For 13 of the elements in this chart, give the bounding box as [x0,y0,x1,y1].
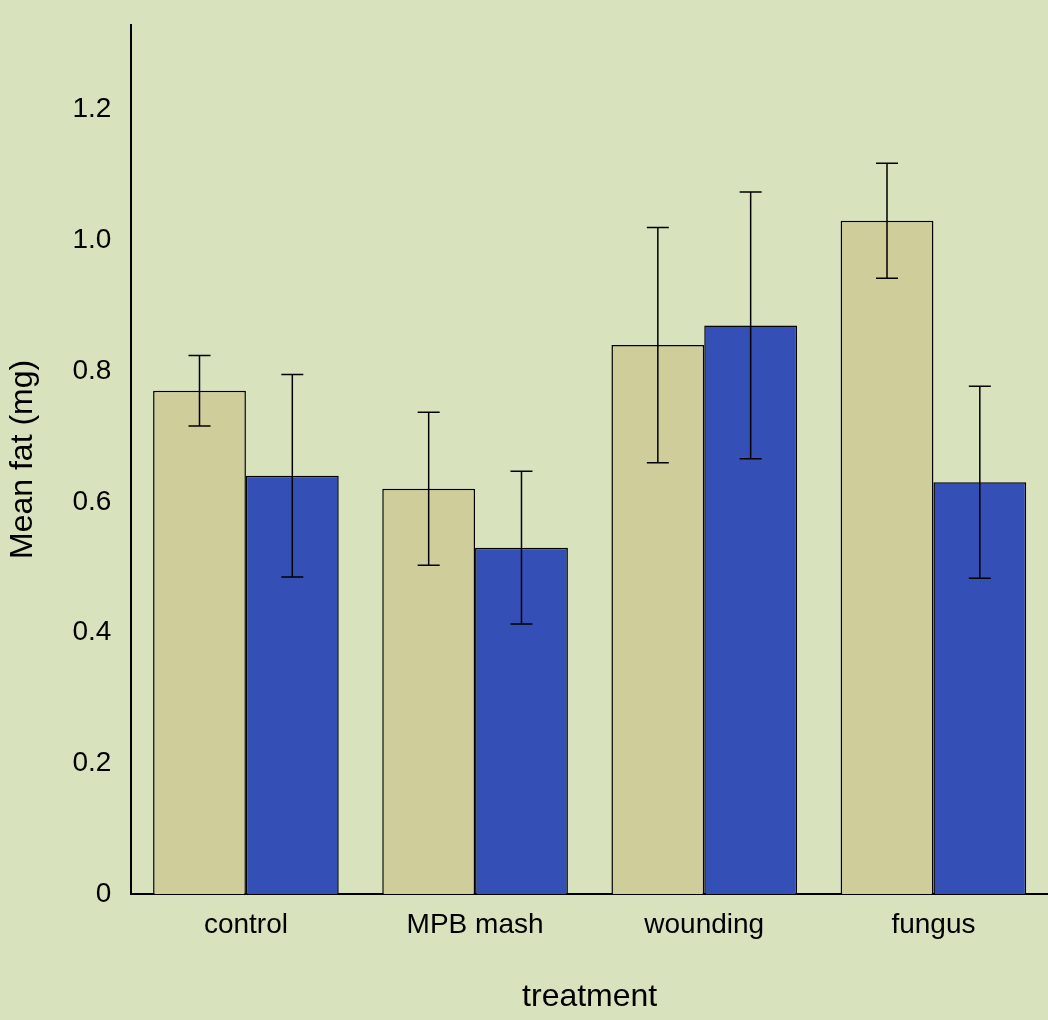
x-tick-label: MPB mash [406,907,544,939]
x-tick-label: wounding [643,907,765,939]
y-tick-label: 0 [95,876,112,908]
y-tick-label: 0.6 [72,484,112,516]
x-axis-title: treatment [522,976,658,1013]
y-tick-label: 1.2 [72,92,112,124]
y-tick-label: 0.8 [72,353,112,385]
x-tick-label: control [203,907,288,939]
y-tick-label: 0.4 [72,615,112,647]
y-tick-label: 1.0 [72,223,112,255]
y-axis-title: Mean fat (mg) [3,359,40,559]
y-tick-label: 0.2 [72,746,112,778]
x-tick-label: fungus [891,907,976,939]
